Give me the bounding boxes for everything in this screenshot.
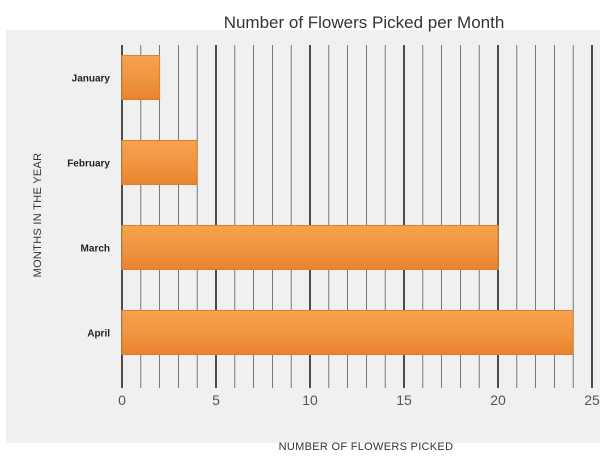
- category-label: February: [67, 159, 110, 170]
- category-label: January: [72, 74, 111, 85]
- category-label: April: [87, 329, 110, 340]
- bars: [121, 55, 574, 355]
- x-tick-label: 0: [118, 392, 126, 408]
- bar-march: [121, 225, 499, 270]
- chart-title: Number of Flowers Picked per Month: [224, 13, 505, 32]
- x-tick-label: 10: [302, 392, 318, 408]
- bar-february: [121, 140, 198, 185]
- x-tick-labels: 0 5 10 15 20 25: [118, 392, 600, 408]
- x-tick-label: 20: [490, 392, 506, 408]
- x-tick-label: 25: [584, 392, 600, 408]
- x-axis-title: NUMBER OF FLOWERS PICKED: [279, 441, 454, 451]
- category-labels: January February March April: [67, 74, 110, 340]
- x-tick-label: 15: [396, 392, 412, 408]
- y-axis-title: MONTHS IN THE YEAR: [32, 153, 44, 278]
- bar-january: [121, 55, 161, 100]
- x-tick-label: 5: [212, 392, 220, 408]
- category-label: March: [81, 244, 110, 255]
- bar-april: [121, 310, 574, 355]
